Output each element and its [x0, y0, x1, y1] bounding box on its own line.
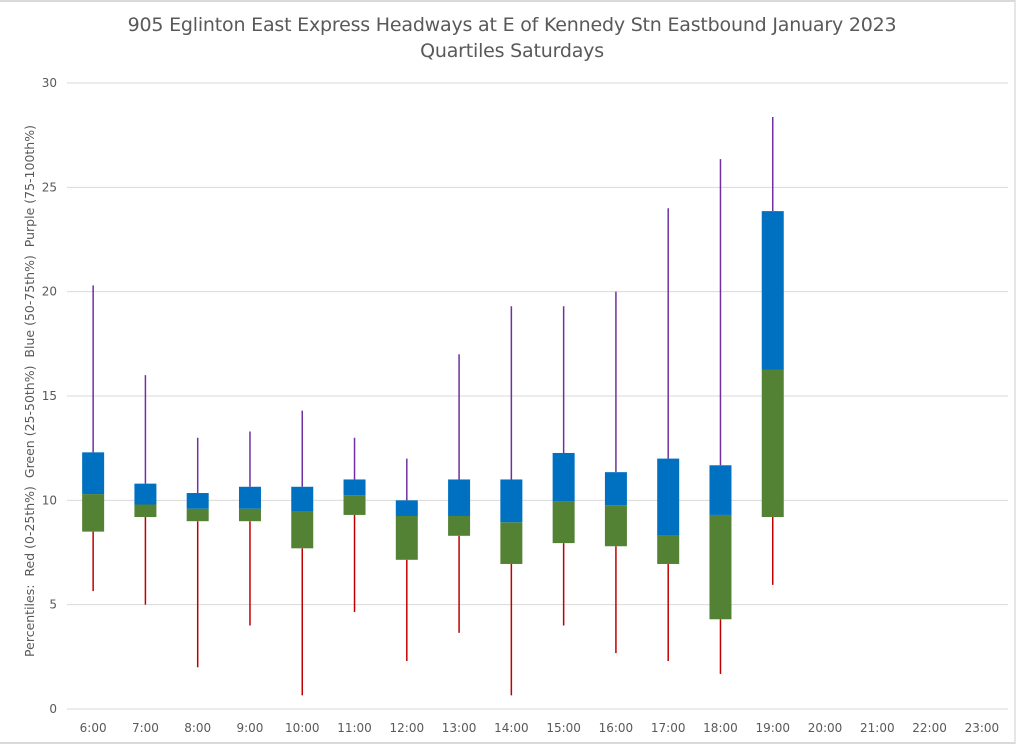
chart-subtitle: Quartiles Saturdays [420, 40, 604, 62]
y-tick-label: 15 [42, 389, 57, 403]
upper-box [709, 465, 732, 515]
lower-box [238, 508, 261, 522]
upper-box [395, 500, 418, 516]
box-marks [82, 117, 784, 696]
x-tick-label: 9:00 [236, 721, 263, 735]
box-group [82, 285, 105, 592]
box-group [395, 458, 418, 662]
lower-box [500, 522, 523, 564]
lower-box [186, 508, 209, 522]
upper-box [343, 479, 366, 496]
y-tick-label: 10 [42, 493, 57, 507]
box-group [500, 306, 523, 696]
lower-box [291, 511, 314, 549]
lower-box [343, 495, 366, 515]
x-tick-label: 15:00 [546, 721, 581, 735]
x-tick-label: 8:00 [184, 721, 211, 735]
lower-box [604, 505, 627, 547]
x-tick-label: 22:00 [912, 721, 947, 735]
x-tick-label: 12:00 [390, 721, 425, 735]
box-group [343, 437, 366, 612]
box-group [186, 437, 209, 668]
lower-box [134, 504, 157, 518]
upper-box [604, 472, 627, 506]
x-tick-label: 23:00 [965, 721, 1000, 735]
x-tick-label: 16:00 [599, 721, 634, 735]
x-tick-label: 17:00 [651, 721, 686, 735]
x-tick-label: 18:00 [703, 721, 738, 735]
x-tick-label: 13:00 [442, 721, 477, 735]
chart-title: 905 Eglinton East Express Headways at E … [127, 14, 897, 36]
gridlines [67, 82, 1008, 710]
x-tick-label: 11:00 [337, 721, 372, 735]
box-group [448, 354, 471, 633]
x-tick-label: 21:00 [860, 721, 895, 735]
box-group [134, 375, 157, 605]
box-group [552, 306, 575, 626]
upper-box [448, 479, 471, 516]
upper-box [134, 483, 157, 505]
y-tick-label: 25 [42, 180, 57, 194]
box-group [291, 410, 314, 696]
upper-box [238, 486, 261, 509]
x-tick-label: 10:00 [285, 721, 320, 735]
upper-box [761, 211, 784, 370]
upper-box [291, 486, 314, 512]
upper-box [500, 479, 523, 523]
y-axis-ticks: 0 5 10 15 20 25 30 [42, 76, 57, 716]
upper-box [82, 452, 105, 495]
box-group [761, 117, 784, 585]
lower-box [657, 535, 680, 564]
lower-box [552, 501, 575, 544]
lower-box [761, 369, 784, 518]
lower-box [448, 515, 471, 536]
y-tick-label: 30 [42, 76, 57, 90]
y-tick-label: 20 [42, 285, 57, 299]
lower-box [709, 514, 732, 620]
x-tick-label: 7:00 [132, 721, 159, 735]
y-tick-label: 5 [49, 598, 57, 612]
x-tick-label: 6:00 [80, 721, 107, 735]
x-tick-label: 19:00 [755, 721, 790, 735]
box-group [657, 208, 680, 662]
lower-box [395, 515, 418, 560]
upper-box [552, 452, 575, 502]
x-tick-label: 14:00 [494, 721, 529, 735]
box-group [238, 431, 261, 626]
y-tick-label: 0 [49, 702, 57, 716]
x-axis-ticks: 6:00 7:00 8:00 9:00 10:00 11:00 12:00 13:00 14:0… [80, 721, 999, 735]
upper-box [657, 458, 680, 536]
x-tick-label: 20:00 [808, 721, 843, 735]
box-group [604, 291, 627, 654]
box-group [709, 159, 732, 674]
upper-box [186, 493, 209, 509]
y-axis-label: Percentiles: Red (0-25th%) Green (25-50t… [22, 125, 37, 657]
lower-box [82, 494, 105, 532]
